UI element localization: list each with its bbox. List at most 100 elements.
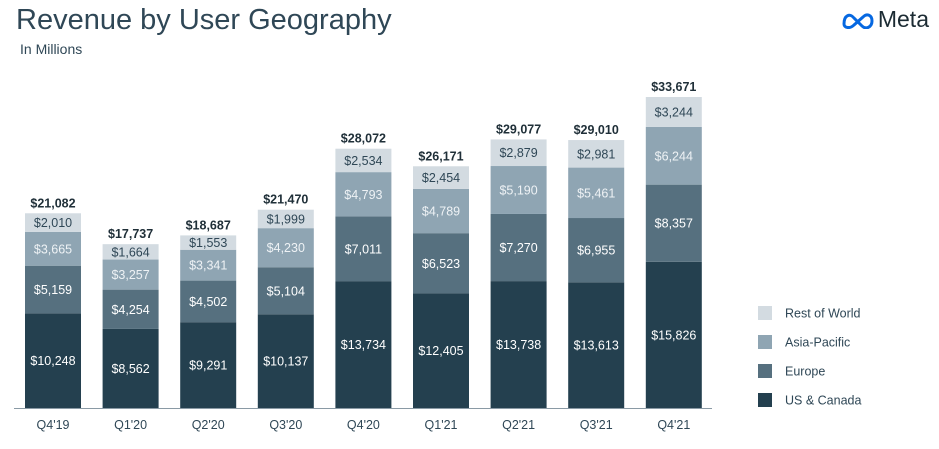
meta-logo: Meta	[841, 6, 929, 33]
total-label: $26,171	[418, 149, 463, 163]
data-label: $2,010	[34, 216, 72, 230]
data-label: $1,664	[111, 245, 149, 259]
bar-segment-asia-pacific	[490, 166, 547, 214]
bar-segment-europe	[102, 289, 159, 329]
bar-segment-asia-pacific	[25, 231, 81, 266]
bar-segment-asia-pacific	[257, 228, 314, 268]
bar-segment-rest-of-world	[180, 235, 237, 250]
total-label: $21,082	[30, 196, 75, 210]
total-label: $29,077	[496, 122, 541, 136]
data-label: $7,270	[499, 241, 537, 255]
legend-label: Rest of World	[785, 307, 861, 321]
data-label: $3,244	[655, 105, 693, 119]
data-label: $2,879	[499, 146, 537, 160]
data-label: $2,454	[422, 171, 460, 185]
data-label: $4,789	[422, 205, 460, 219]
x-tick-label: Q3'20	[269, 418, 302, 432]
data-label: $9,291	[189, 359, 227, 373]
bar-segment-europe	[25, 265, 81, 314]
data-label: $1,999	[267, 212, 305, 226]
legend-swatch	[758, 306, 772, 320]
data-label: $15,826	[651, 328, 696, 342]
bar-segment-us-canada	[645, 261, 702, 408]
bar-segment-asia-pacific	[102, 259, 159, 290]
data-label: $12,405	[418, 344, 463, 358]
bar-segment-europe	[335, 216, 392, 282]
x-tick-label: Q2'21	[502, 418, 535, 432]
bar-segment-us-canada	[102, 328, 159, 408]
data-label: $4,254	[111, 303, 149, 317]
data-label: $4,230	[267, 241, 305, 255]
total-label: $33,671	[651, 80, 696, 94]
legend-label: Asia-Pacific	[785, 336, 850, 350]
bar-segment-us-canada	[568, 282, 625, 408]
data-label: $6,955	[577, 244, 615, 258]
bar-segment-rest-of-world	[335, 148, 392, 173]
bar-segment-europe	[645, 184, 702, 262]
bar-segment-europe	[413, 233, 469, 294]
legend-swatch	[758, 364, 772, 378]
total-label: $18,687	[186, 218, 231, 232]
data-label: $8,562	[111, 362, 149, 376]
bar-segment-europe	[257, 267, 314, 315]
bar-segment-us-canada	[25, 313, 81, 408]
legend-label: US & Canada	[785, 394, 861, 408]
data-label: $2,981	[577, 147, 615, 161]
x-tick-label: Q4'21	[657, 418, 690, 432]
bar-segment-europe	[490, 213, 547, 282]
data-label: $8,357	[655, 217, 693, 231]
x-tick-label: Q4'20	[347, 418, 380, 432]
data-label: $3,665	[34, 242, 72, 256]
meta-infinity-icon	[842, 12, 874, 29]
data-label: $10,137	[263, 355, 308, 369]
page-title: Revenue by User Geography	[16, 4, 392, 36]
data-label: $5,159	[34, 283, 72, 297]
bar-segment-us-canada	[257, 314, 314, 408]
bar-segment-rest-of-world	[568, 140, 625, 168]
bar-segment-rest-of-world	[490, 139, 547, 167]
data-label: $13,613	[574, 339, 619, 353]
legend-label: Europe	[785, 365, 825, 379]
data-label: $3,341	[189, 259, 227, 273]
data-label: $1,553	[189, 236, 227, 250]
bar-segment-asia-pacific	[413, 188, 469, 234]
bar-segment-us-canada	[413, 293, 469, 408]
bar-segment-rest-of-world	[25, 213, 81, 232]
data-label: $4,793	[344, 188, 382, 202]
logo-text: Meta	[877, 6, 929, 32]
total-label: $28,072	[341, 132, 386, 146]
bar-segment-rest-of-world	[102, 244, 159, 260]
total-label: $17,737	[108, 227, 153, 241]
bar-segment-asia-pacific	[645, 126, 702, 185]
bar-segment-europe	[568, 218, 625, 283]
bar-segment-asia-pacific	[335, 172, 392, 217]
data-label: $3,257	[111, 268, 149, 282]
page-subtitle: In Millions	[20, 41, 83, 57]
bar-segment-rest-of-world	[413, 166, 469, 189]
data-label: $13,734	[341, 338, 386, 352]
data-label: $4,502	[189, 295, 227, 309]
legend-swatch	[758, 393, 772, 407]
bar-segment-europe	[180, 280, 237, 323]
data-label: $5,461	[577, 186, 615, 200]
data-label: $10,248	[30, 354, 75, 368]
data-label: $13,738	[496, 338, 541, 352]
bar-segment-us-canada	[490, 281, 547, 408]
bar-segment-rest-of-world	[645, 97, 702, 127]
legend-swatch	[758, 335, 772, 349]
data-label: $6,244	[655, 149, 693, 163]
x-tick-label: Q2'20	[192, 418, 225, 432]
x-tick-label: Q3'21	[580, 418, 613, 432]
data-label: $5,190	[499, 183, 537, 197]
data-label: $7,011	[345, 242, 382, 256]
data-label: $5,104	[267, 284, 305, 298]
data-label: $6,523	[422, 257, 460, 271]
x-tick-label: Q1'20	[114, 418, 147, 432]
bar-segment-rest-of-world	[257, 209, 314, 229]
bar-segment-us-canada	[180, 322, 237, 408]
bar-segment-asia-pacific	[568, 167, 625, 219]
total-label: $21,470	[263, 193, 308, 207]
bar-segment-us-canada	[335, 281, 392, 408]
x-tick-label: Q4'19	[37, 418, 70, 432]
total-label: $29,010	[574, 123, 619, 137]
